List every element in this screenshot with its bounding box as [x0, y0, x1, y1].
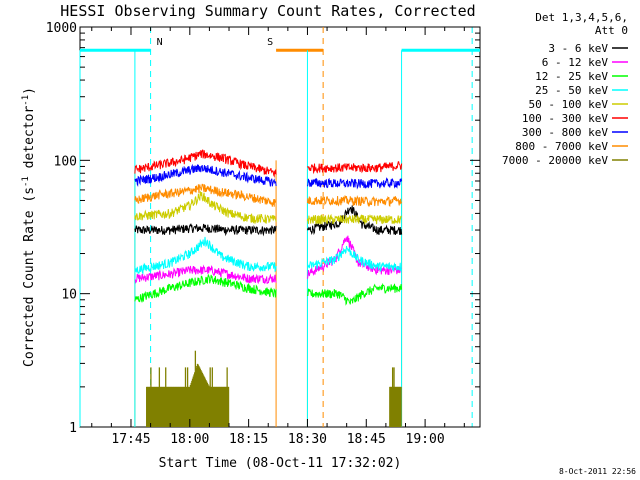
legend-label: 300 - 800 keV [522, 126, 608, 139]
y-tick-label: 1 [69, 421, 77, 436]
chart-title: HESSI Observing Summary Count Rates, Cor… [60, 2, 475, 20]
flag-label: S [267, 37, 273, 48]
series-line [134, 273, 277, 303]
legend-label: 3 - 6 keV [548, 42, 608, 55]
legend-label: 6 - 12 keV [542, 56, 609, 69]
series-line [307, 194, 403, 208]
series-line [307, 176, 403, 190]
series-7 [134, 183, 403, 208]
y-axis-label: Corrected Count Rate (s-1 detector-1) [21, 87, 37, 367]
y-tick-label: 10 [61, 288, 77, 303]
timestamp: 8-Oct-2011 22:56 [559, 467, 636, 476]
series-line [307, 213, 402, 225]
series-line [307, 245, 403, 272]
series-4 [134, 190, 402, 225]
legend-label: 25 - 50 keV [535, 84, 608, 97]
x-tick-label: 17:45 [111, 432, 150, 447]
series-line [307, 235, 402, 279]
series-line [134, 149, 277, 179]
x-tick-label: 18:30 [288, 432, 327, 447]
series-0 [134, 205, 403, 237]
x-tick-label: 18:45 [347, 432, 386, 447]
legend-label: 7000 - 20000 keV [502, 154, 608, 167]
series-layer [134, 149, 403, 427]
y-axis-label-sup: -1 [21, 176, 31, 187]
x-tick-label: 18:15 [229, 432, 268, 447]
y-tick-label: 1000 [46, 21, 77, 36]
legend-label: 800 - 7000 keV [515, 140, 608, 153]
y-axis-label-end: ) [22, 87, 37, 95]
x-tick-label: 19:00 [406, 432, 445, 447]
series-6 [134, 163, 403, 190]
flag-label: N [157, 37, 163, 48]
y-axis-label-main: Corrected Count Rate (s [22, 187, 37, 367]
series-line [134, 190, 277, 225]
series-line [134, 236, 277, 276]
series-line [134, 163, 277, 187]
series-line [134, 183, 277, 207]
series-line [307, 282, 403, 306]
series-5 [134, 149, 403, 179]
series-line [307, 161, 403, 175]
x-axis-label: Start Time (08-Oct-11 17:32:02) [159, 456, 402, 471]
x-tick-label: 18:00 [170, 432, 209, 447]
legend-header-2: Att 0 [595, 24, 628, 37]
legend-header-1: Det 1,3,4,5,6, [535, 11, 628, 24]
axes-layer: 17:45 18:00 18:15 18:30 18:45 19:00 1 10 100 1000 [46, 21, 480, 447]
y-axis-label-sup-2: -1 [21, 95, 31, 106]
series-line [134, 264, 277, 285]
y-tick-label: 100 [54, 154, 77, 169]
legend-label: 12 - 25 keV [535, 70, 608, 83]
series-line [134, 223, 277, 237]
series-1 [134, 235, 402, 285]
legend-label: 50 - 100 keV [529, 98, 609, 111]
series-2 [134, 273, 403, 306]
y-axis-label-mid: detector [22, 106, 37, 177]
legend-label: 100 - 300 keV [522, 112, 608, 125]
series-3 [134, 236, 403, 276]
series-8 [146, 350, 402, 427]
series-line [307, 205, 403, 236]
